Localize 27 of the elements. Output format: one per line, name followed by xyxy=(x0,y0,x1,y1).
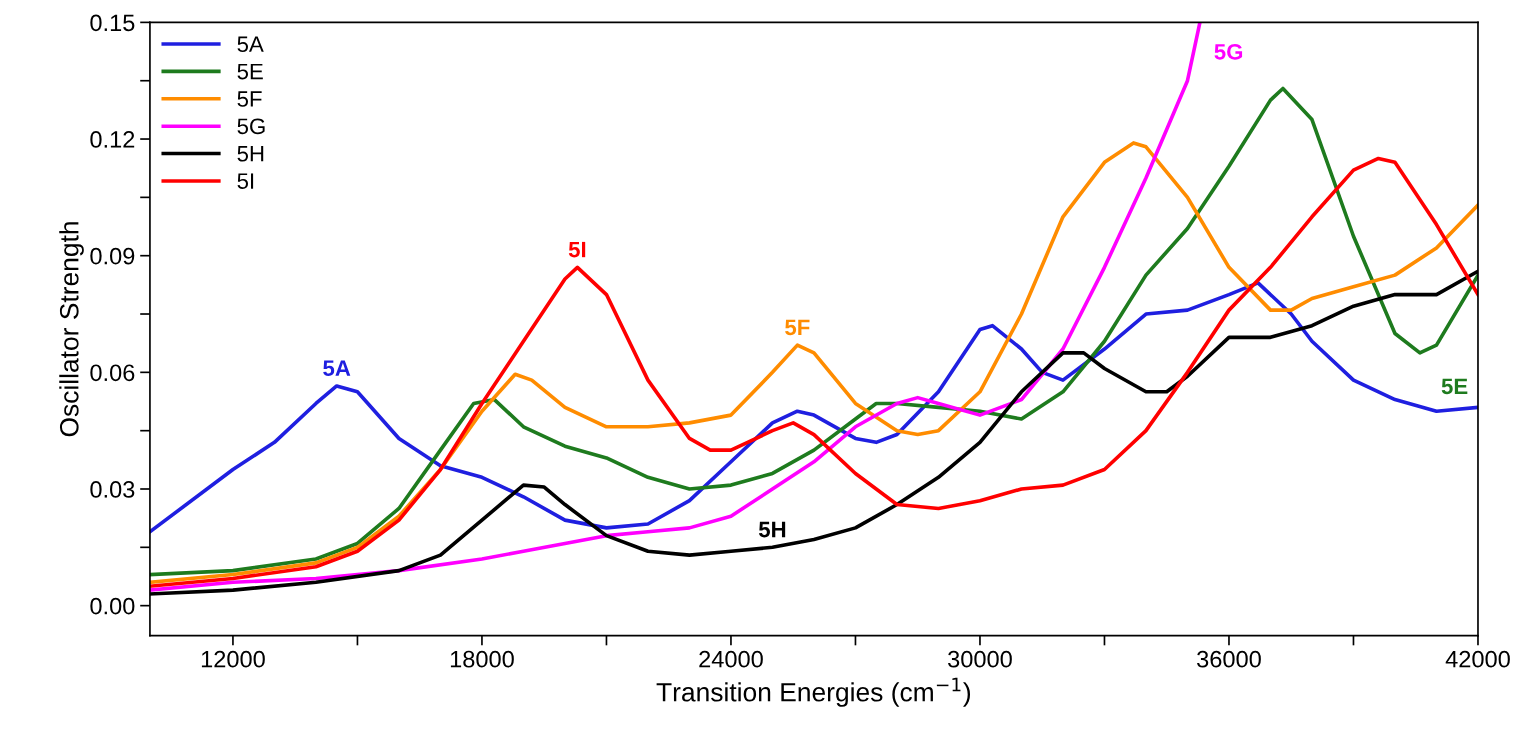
line-series xyxy=(149,22,1202,592)
x-tick-label: 12000 xyxy=(201,650,265,668)
x-axis-title: Transition Energies (cm$^{−1}$) xyxy=(656,677,971,707)
annotation: 5H xyxy=(758,521,786,538)
text: 0.00 xyxy=(90,597,135,615)
legend-label: 5G xyxy=(237,118,265,135)
legend-label: 5E xyxy=(237,63,263,80)
x-tick-label: 42000 xyxy=(1445,650,1510,668)
legend-label: 5H xyxy=(237,146,264,162)
x-tick-label: 24000 xyxy=(699,650,763,668)
annotation: 5A xyxy=(323,360,351,376)
legend-label: 5A xyxy=(237,36,264,53)
annotation: 5G xyxy=(1214,43,1243,60)
annotation: 5I xyxy=(568,241,586,258)
y-axis-title: Oscillator Strength xyxy=(59,222,84,437)
y-tick-label: 0.15 xyxy=(90,14,135,32)
legend-label: 5I xyxy=(237,173,254,189)
annotation: 5F xyxy=(785,319,810,336)
y-tick-label: 0.06 xyxy=(90,364,135,382)
x-tick-label: 30000 xyxy=(948,650,1012,668)
y-tick-label: 0.12 xyxy=(90,131,135,148)
legend-label: 5F xyxy=(237,91,262,107)
annotation: 5E xyxy=(1441,378,1468,395)
y-tick-label: 0.09 xyxy=(90,247,135,265)
x-tick-label: 18000 xyxy=(450,650,514,668)
y-tick-label: 0.03 xyxy=(90,481,135,498)
x-tick-label: 36000 xyxy=(1197,650,1261,668)
